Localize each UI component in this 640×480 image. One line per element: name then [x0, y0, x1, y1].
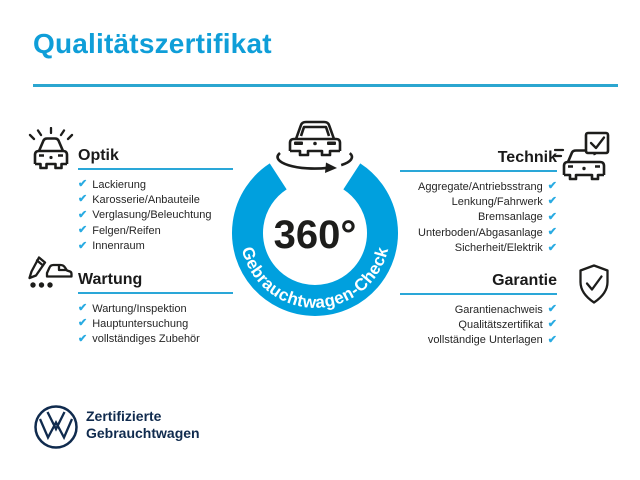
check-icon: ✔	[78, 239, 88, 252]
brand-line2: Gebrauchtwagen	[86, 425, 200, 441]
list-item-label: Unterboden/Abgasanlage	[418, 226, 543, 239]
check-icon: ✔	[78, 302, 88, 314]
section-heading: Technik	[497, 149, 557, 166]
section-optik: Optik ✔ Lackierung ✔ Karosserie/Anbauteile…	[78, 146, 233, 256]
360-check-badge: Gebrauchtwagen-Check 360°	[218, 103, 412, 343]
car-360-icon	[276, 120, 354, 173]
list-item: vollständige Unterlagen ✔	[400, 333, 557, 347]
vw-logo	[33, 404, 79, 455]
list-item-label: Lackierung	[92, 178, 147, 191]
list-item: ✔ Karosserie/Anbauteile	[78, 193, 233, 206]
list-item: ✔ Lackierung	[78, 178, 233, 191]
ring-arc	[232, 163, 398, 316]
checklist: Aggregate/Antriebsstrang ✔ Lenkung/Fahrwe…	[400, 180, 557, 255]
list-item: Garantienachweis ✔	[400, 303, 557, 316]
car-checkbox-icon	[553, 131, 614, 186]
check-icon: ✔	[547, 318, 557, 331]
section-divider	[78, 292, 233, 294]
section-divider	[400, 170, 557, 172]
check-icon: ✔	[547, 210, 557, 223]
checklist: ✔ Wartung/Inspektion ✔ Hauptuntersuchung ✔…	[78, 302, 233, 346]
check-icon: ✔	[78, 224, 88, 237]
list-item-label: vollständige Unterlagen	[427, 334, 543, 347]
list-item-label: Qualitätszertifikat	[458, 318, 543, 331]
section-heading: Optik	[78, 147, 119, 164]
list-item: ✔ Hauptuntersuchung	[78, 317, 233, 330]
list-item: Lenkung/Fahrwerk ✔	[400, 195, 557, 208]
check-icon: ✔	[547, 303, 557, 315]
check-icon: ✔	[547, 241, 557, 254]
check-icon: ✔	[78, 178, 88, 190]
list-item: Qualitätszertifikat ✔	[400, 318, 557, 331]
section-heading: Garantie	[492, 272, 557, 289]
car-shine-icon	[26, 126, 76, 178]
check-icon: ✔	[78, 208, 88, 221]
list-item-label: Felgen/Reifen	[92, 224, 161, 237]
section-garantie: Garantie Garantienachweis ✔ Qualitätszert…	[400, 271, 557, 350]
service-checklist-icon	[26, 256, 74, 307]
list-item: ✔ Wartung/Inspektion	[78, 302, 233, 315]
list-item-label: Wartung/Inspektion	[92, 302, 187, 315]
check-icon: ✔	[78, 317, 88, 330]
list-item: Aggregate/Antriebsstrang ✔	[400, 180, 557, 193]
shield-check-icon	[574, 263, 614, 314]
list-item-label: Innenraum	[92, 240, 145, 253]
list-item-label: Sicherheit/Elektrik	[454, 242, 543, 255]
section-divider	[400, 293, 557, 295]
list-item-label: Bremsanlage	[477, 211, 543, 224]
brand-line1: Zertifizierte	[86, 408, 162, 424]
list-item: Unterboden/Abgasanlage ✔	[400, 226, 557, 239]
check-icon: ✔	[547, 226, 557, 239]
list-item: ✔ Innenraum	[78, 239, 233, 253]
brand-text: Zertifizierte Gebrauchtwagen	[86, 408, 200, 442]
list-item: ✔ Felgen/Reifen	[78, 224, 233, 237]
check-icon: ✔	[547, 195, 557, 208]
list-item: ✔ vollständiges Zubehör	[78, 332, 233, 346]
check-icon: ✔	[78, 193, 88, 206]
list-item-label: Garantienachweis	[454, 303, 543, 316]
list-item-label: vollständiges Zubehör	[92, 333, 200, 346]
list-item: Bremsanlage ✔	[400, 210, 557, 224]
section-technik: Technik Aggregate/Antriebsstrang ✔ Lenkun…	[400, 148, 557, 258]
degree-label: 360°	[274, 213, 357, 257]
list-item: Sicherheit/Elektrik ✔	[400, 241, 557, 255]
check-icon: ✔	[547, 180, 557, 192]
list-item-label: Aggregate/Antriebsstrang	[418, 180, 543, 193]
section-heading: Wartung	[78, 271, 143, 288]
check-icon: ✔	[78, 332, 88, 345]
list-item-label: Hauptuntersuchung	[92, 317, 189, 330]
check-icon: ✔	[547, 333, 557, 346]
page-title: Qualitätszertifikat	[33, 28, 272, 59]
list-item-label: Verglasung/Beleuchtung	[92, 209, 212, 222]
section-divider	[78, 168, 233, 170]
title-divider	[33, 84, 618, 87]
list-item-label: Karosserie/Anbauteile	[92, 193, 200, 206]
section-wartung: Wartung ✔ Wartung/Inspektion ✔ Hauptunters…	[78, 270, 233, 349]
list-item-label: Lenkung/Fahrwerk	[451, 195, 543, 208]
checklist: ✔ Lackierung ✔ Karosserie/Anbauteile ✔ Verg…	[78, 178, 233, 253]
checklist: Garantienachweis ✔ Qualitätszertifikat ✔ v…	[400, 303, 557, 347]
list-item: ✔ Verglasung/Beleuchtung	[78, 208, 233, 222]
